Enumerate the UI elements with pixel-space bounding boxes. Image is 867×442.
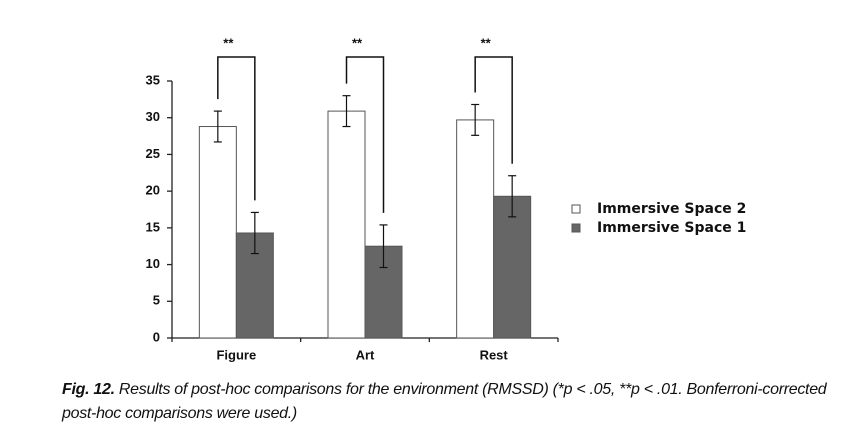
legend-label: Immersive Space 1	[597, 220, 746, 236]
legend-swatch	[571, 204, 581, 214]
bar	[198, 126, 237, 339]
y-tick-label: 15	[146, 219, 160, 234]
x-tick-label: Rest	[480, 347, 509, 362]
chart: 0 5 10 15 20 25 30 35 Figure ** Art ** Rest ** Immersi…	[146, 35, 747, 362]
caption-label: Fig. 12.	[62, 381, 115, 398]
bar	[327, 110, 366, 339]
significance-label: **	[223, 35, 234, 50]
caption-text: Results of post-hoc comparisons for the …	[62, 381, 827, 422]
y-tick-label: 20	[146, 183, 160, 198]
bar	[456, 119, 495, 339]
y-tick-label: 35	[146, 72, 160, 87]
x-tick-label: Figure	[216, 347, 256, 362]
legend-swatch	[571, 223, 581, 233]
y-tick-label: 10	[146, 256, 160, 271]
significance-label: **	[352, 35, 363, 50]
y-tick-label: 30	[146, 109, 160, 124]
caption: Fig. 12. Results of post-hoc comparisons…	[62, 378, 852, 426]
legend-label: Immersive Space 2	[597, 201, 746, 217]
y-tick-label: 5	[153, 293, 160, 308]
y-tick-label: 25	[146, 146, 160, 161]
significance-bracket	[474, 56, 513, 164]
y-tick-label: 0	[153, 329, 160, 344]
significance-label: **	[481, 35, 492, 50]
significance-bracket	[217, 56, 256, 201]
bar	[493, 195, 532, 339]
significance-bracket	[345, 56, 385, 213]
x-tick-label: Art	[356, 347, 375, 362]
